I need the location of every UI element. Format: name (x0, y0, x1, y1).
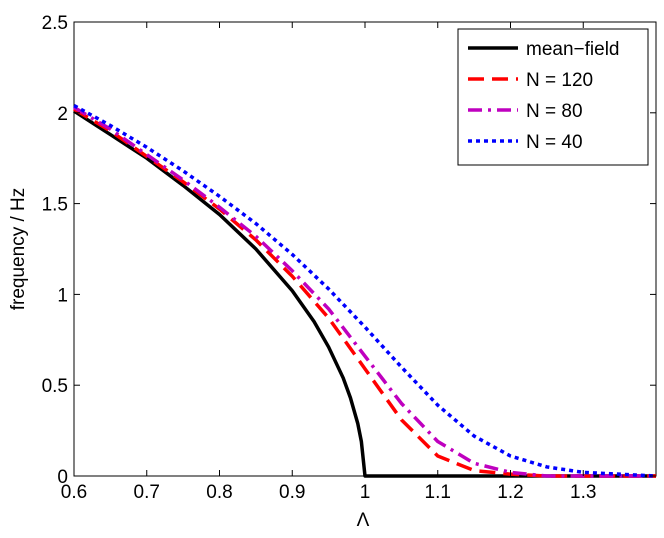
x-tick-label: 0.9 (279, 482, 305, 503)
x-tick-label: 1.3 (570, 482, 596, 503)
y-tick-label: 1.5 (42, 195, 68, 216)
legend-label: N = 40 (526, 132, 583, 153)
legend-label: N = 120 (526, 70, 593, 91)
legend-label: mean−field (526, 39, 619, 60)
axes-layer: 0.6 0.7 0.8 0.9 1 1.1 1.2 1.3 0 0.5 1 1.5 2 2.5 (42, 13, 656, 503)
series-line-3 (73, 105, 656, 478)
x-tick-label: 1 (360, 482, 371, 503)
x-tick-label: 1.1 (425, 482, 451, 503)
series-line-4 (73, 104, 657, 478)
series-line-2 (73, 107, 656, 478)
y-tick-label: 1 (57, 285, 68, 306)
x-tick-label: 1.2 (497, 482, 523, 503)
x-tick-label: 0.8 (206, 482, 232, 503)
x-axis-label: Λ (357, 510, 370, 531)
y-tick-label: 0 (57, 467, 68, 488)
x-tick-label: 0.7 (134, 482, 160, 503)
y-tick-label: 2 (57, 104, 68, 125)
y-axis-label: frequency / Hz (8, 188, 29, 311)
x-tick-label: 0.6 (61, 482, 87, 503)
legend-label: N = 80 (526, 101, 583, 122)
legend: mean−field N = 120 N = 80 N = 40 (457, 28, 649, 166)
y-tick-label: 0.5 (42, 376, 68, 397)
y-tick-label: 2.5 (42, 13, 68, 34)
legend-box (457, 28, 649, 166)
